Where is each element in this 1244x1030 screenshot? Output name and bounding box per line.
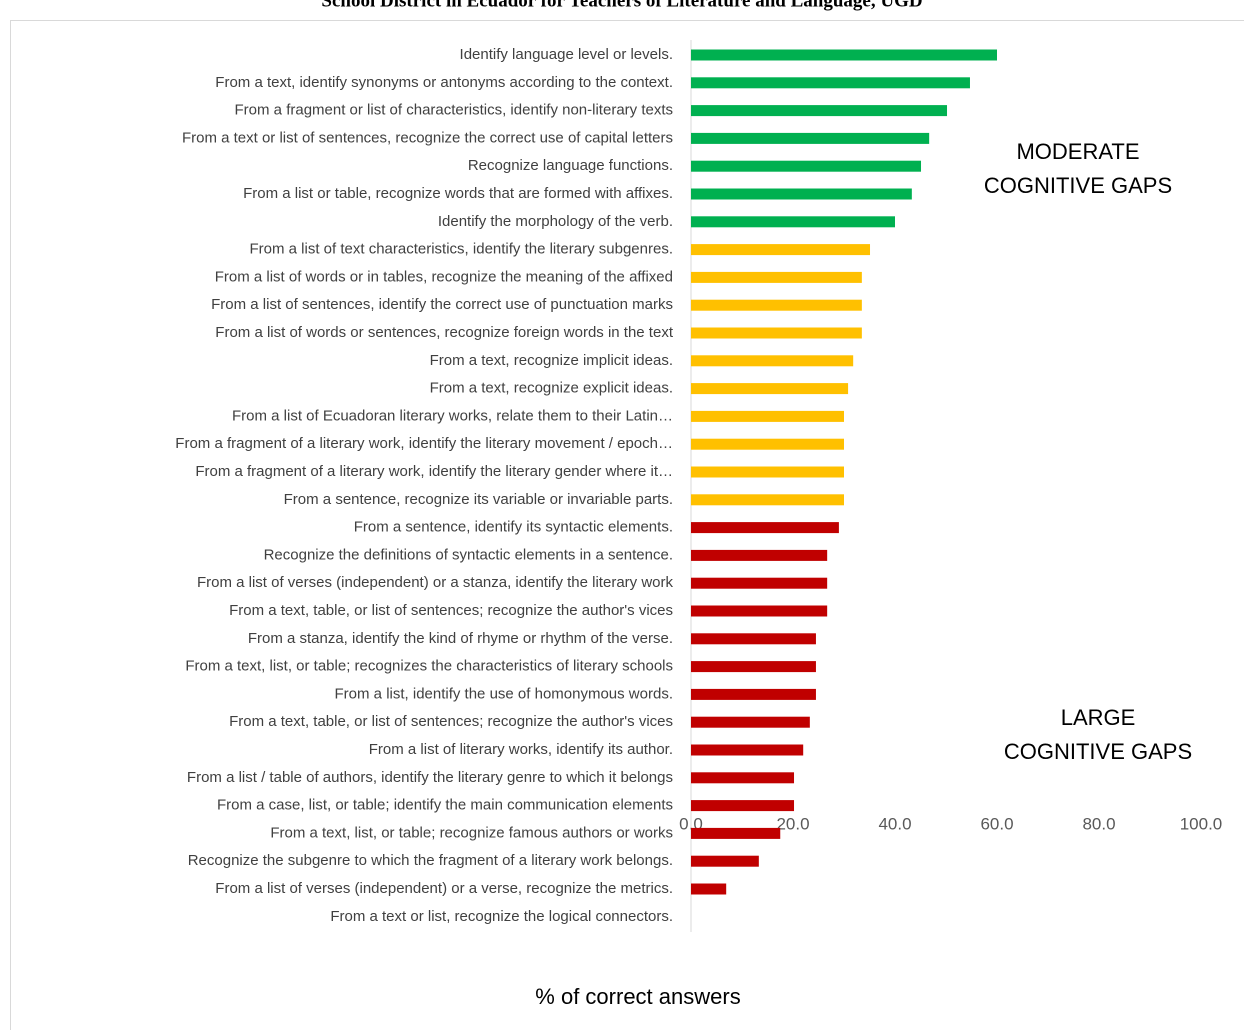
y-tick-label: From a text, list, or table; recognize f… [270,824,673,841]
y-tick-label: From a fragment or list of characteristi… [235,102,673,119]
y-tick-label: From a list of words or sentences, recog… [215,324,674,341]
chart-title: School District in Ecuador for Teachers … [321,0,922,11]
annotation: COGNITIVE GAPS [984,173,1172,198]
y-tick-label: Identify the morphology of the verb. [438,213,673,230]
y-tick-label: Recognize the definitions of syntactic e… [264,546,673,563]
bar [691,494,844,506]
y-tick-label: From a list of literary works, identify … [369,741,673,758]
y-tick-label: From a list of text characteristics, ide… [250,241,674,258]
y-tick-label: From a list, identify the use of homonym… [335,685,673,702]
y-tick-label: From a stanza, identify the kind of rhym… [248,630,673,647]
bar [691,827,781,839]
bar [691,49,997,61]
bar [691,438,844,450]
y-tick-label: Identify language level or levels. [460,46,673,63]
y-tick-label: Recognize language functions. [468,157,673,174]
x-tick-label: 60.0 [980,814,1013,833]
x-tick-label: 20.0 [776,814,809,833]
bar [691,105,948,117]
x-tick-label: 100.0 [1180,814,1223,833]
y-tick-label: From a list / table of authors, identify… [187,769,673,786]
bar [691,410,844,422]
y-tick-label: From a text, list, or table; recognizes … [185,658,673,675]
y-tick-label: From a list of verses (independent) or a… [197,574,674,591]
y-tick-label: From a list of Ecuadoran literary works,… [232,407,673,424]
x-tick-label: 40.0 [878,814,911,833]
y-tick-label: From a list of sentences, identify the c… [211,296,673,313]
bar [691,522,839,534]
y-tick-label: From a case, list, or table; identify th… [217,797,673,814]
bar [691,216,895,228]
bar [691,132,930,144]
y-tick-label: From a text, recognize explicit ideas. [430,380,673,397]
y-tick-label: From a list or table, recognize words th… [243,185,673,202]
y-tick-label: From a list of words or in tables, recog… [215,268,673,285]
bar [691,661,816,673]
x-axis-label: % of correct answers [535,984,740,1009]
annotation: COGNITIVE GAPS [1004,739,1192,764]
bar [691,855,759,867]
bar [691,77,970,89]
y-tick-label: From a text, recognize implicit ideas. [430,352,673,369]
y-tick-label: From a text or list, recognize the logic… [330,908,673,925]
bar [691,549,828,561]
y-tick-label: From a text, table, or list of sentences… [229,602,673,619]
x-tick-label: 80.0 [1082,814,1115,833]
bar [691,577,828,589]
bar [691,688,816,700]
bar [691,605,828,617]
annotation: MODERATE [1016,139,1139,164]
bar [691,716,810,728]
bar [691,244,871,256]
bar [691,271,862,283]
bar [691,188,912,200]
y-tick-label: From a fragment of a literary work, iden… [175,435,673,452]
y-tick-label: From a text, table, or list of sentences… [229,713,673,730]
y-tick-label: From a sentence, identify its syntactic … [354,519,673,536]
bar [691,160,922,172]
bar [691,772,795,784]
y-tick-label: From a text or list of sentences, recogn… [182,129,673,146]
bar [691,355,854,367]
y-tick-label: Recognize the subgenre to which the frag… [188,852,673,869]
bar [691,327,862,339]
chart-frame [10,20,1244,1030]
bar [691,299,862,311]
annotation: LARGE [1061,705,1136,730]
bar [691,466,844,478]
bar [691,633,816,645]
bar [691,744,804,756]
y-tick-label: From a sentence, recognize its variable … [284,491,673,508]
y-tick-label: From a list of verses (independent) or a… [215,880,673,897]
bar [691,383,849,395]
bar [691,800,795,812]
y-tick-label: From a text, identify synonyms or antony… [215,74,673,91]
y-tick-label: From a fragment of a literary work, iden… [195,463,673,480]
bar [691,883,727,895]
